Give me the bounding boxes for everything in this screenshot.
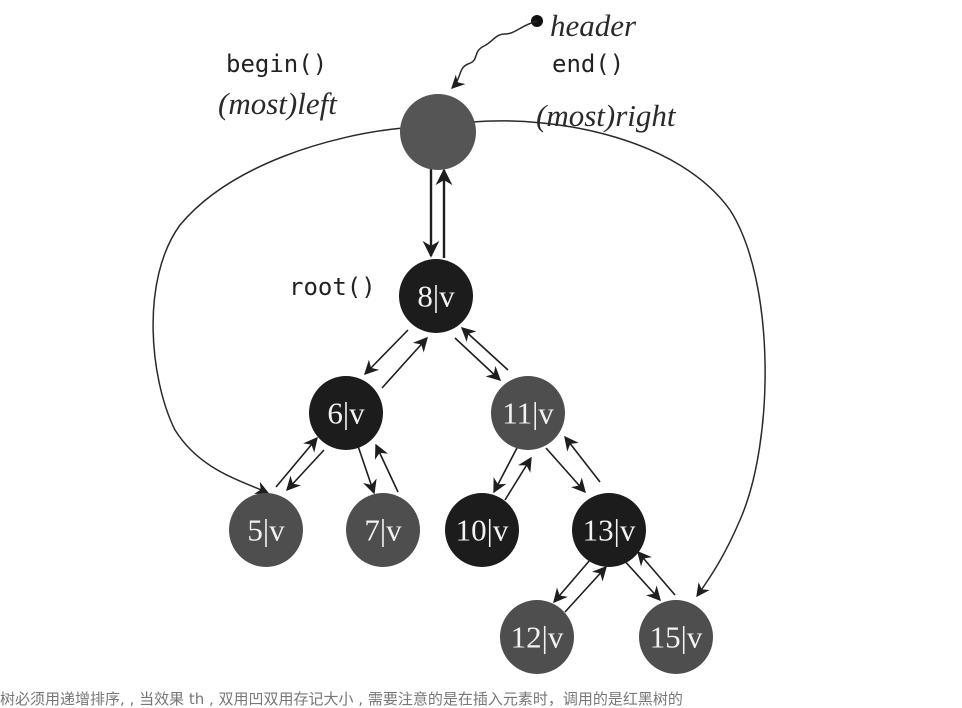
leftmost-curve (152, 127, 404, 495)
tree-edges (275, 327, 676, 613)
header-root-links (422, 168, 453, 258)
tree-node-10: 10|v (445, 493, 519, 567)
node-11-label: 11|v (502, 396, 554, 431)
most-left-label: (most)left (218, 86, 338, 121)
tree-node-5: 5|v (229, 493, 303, 567)
node-12-label: 12|v (511, 620, 564, 655)
node-15-label: 15|v (650, 620, 703, 655)
tree-node-6: 6|v (309, 376, 383, 450)
begin-label: begin() (226, 50, 327, 78)
node-7-label: 7|v (364, 513, 402, 548)
node-13-label: 13|v (583, 513, 636, 548)
tree-node-8: 8|v (399, 259, 473, 333)
node-10-label: 10|v (456, 513, 509, 548)
tree-node-12: 12|v (500, 600, 574, 674)
header-label: header (550, 8, 637, 43)
header-pointer (451, 15, 543, 89)
rightmost-curve (471, 120, 766, 598)
caption-text: 树必须用递增排序, , 当效果 th , 双用凹双用存记大小 , 需要注意的是在… (0, 690, 683, 708)
end-label: end() (552, 50, 624, 78)
most-right-label: (most)right (536, 98, 677, 133)
node-8-label: 8|v (417, 279, 455, 314)
node-5-label: 5|v (247, 513, 285, 548)
tree-node-header (400, 94, 476, 170)
tree-node-7: 7|v (346, 493, 420, 567)
header-pointer-line (451, 20, 538, 89)
tree-node-15: 15|v (639, 600, 713, 674)
tree-node-11: 11|v (491, 376, 565, 450)
tree-node-13: 13|v (572, 493, 646, 567)
root-label: root() (289, 273, 376, 301)
node-6-label: 6|v (327, 396, 365, 431)
